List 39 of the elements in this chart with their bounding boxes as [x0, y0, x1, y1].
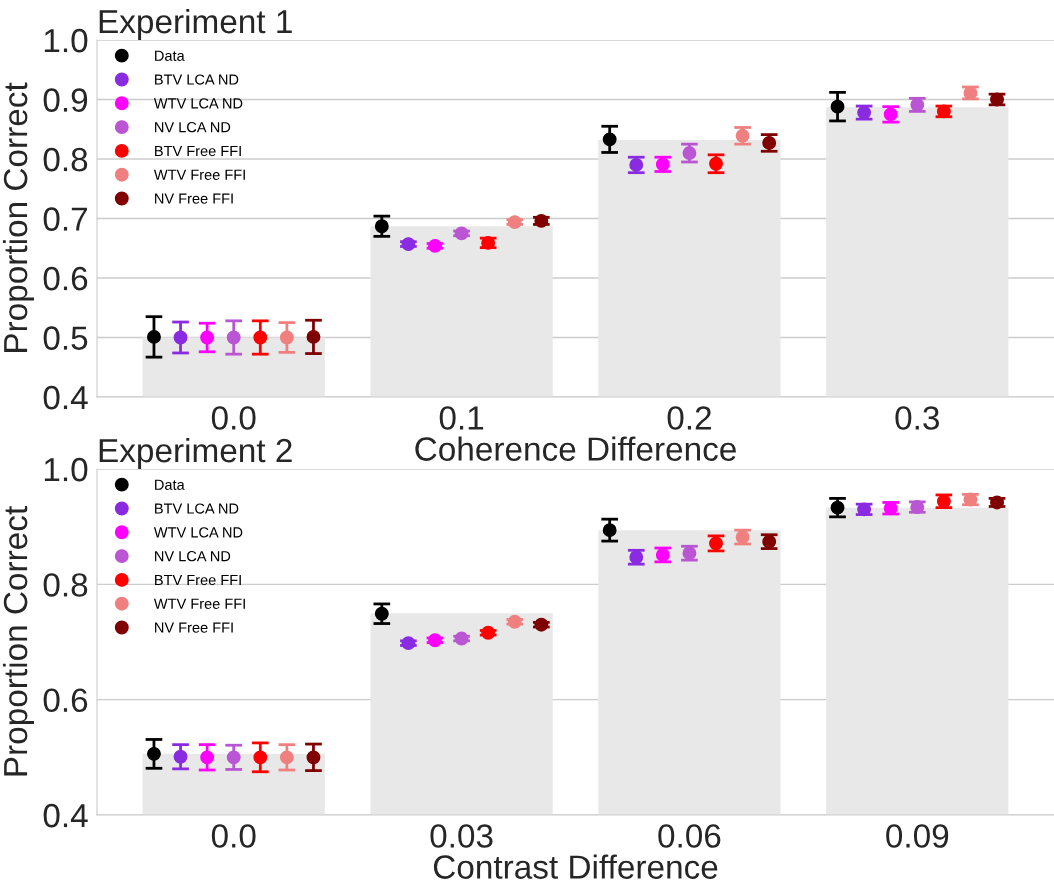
legend-label: BTV LCA ND	[155, 74, 239, 85]
y-tick-label: 0.9	[43, 88, 88, 112]
legend-label: WTV Free FFI	[153, 169, 245, 180]
y-axis-title: Proportion Correct	[2, 82, 34, 352]
legend-label: BTV Free FFI	[155, 145, 241, 157]
y-tick-label: 0.8	[43, 573, 88, 597]
legend-label: NV LCA ND	[155, 122, 231, 133]
x-tick-label: 0.1	[439, 406, 484, 430]
x-tick-label: 0.09	[886, 824, 949, 848]
legend-label: BTV LCA ND	[155, 503, 239, 514]
x-axis-title: Contrast Difference	[433, 854, 718, 879]
legend-label: Data	[155, 479, 185, 490]
legend-label: BTV Free FFI	[155, 574, 241, 586]
legend-label: Data	[155, 50, 185, 61]
y-axis-title: Proportion Correct	[2, 506, 34, 776]
x-tick-label: 0.03	[430, 824, 493, 848]
chart-title: Experiment 1	[99, 8, 292, 40]
x-tick-label: 0.0	[211, 824, 256, 848]
legend-label: WTV Free FFI	[153, 598, 245, 609]
y-tick-label: 0.4	[43, 803, 88, 828]
x-axis-title: Coherence Difference	[415, 436, 736, 461]
x-tick-label: 0.2	[667, 406, 711, 430]
y-tick-label: 0.8	[43, 147, 88, 172]
x-tick-label: 0.0	[211, 406, 256, 430]
legend-label: WTV LCA ND	[153, 527, 243, 538]
y-tick-label: 1.0	[44, 457, 88, 482]
y-tick-label: 0.5	[43, 326, 88, 350]
legend-label: NV Free FFI	[155, 193, 233, 204]
y-tick-label: 1.0	[44, 28, 88, 53]
y-tick-label: 0.6	[43, 688, 88, 713]
y-tick-label: 0.7	[43, 207, 87, 231]
chart-title: Experiment 2	[99, 437, 292, 469]
y-tick-label: 0.6	[43, 266, 88, 291]
x-tick-label: 0.3	[895, 406, 939, 430]
legend-label: WTV LCA ND	[153, 98, 243, 109]
legend-label: NV Free FFI	[155, 622, 233, 633]
x-tick-label: 0.06	[658, 824, 721, 848]
y-tick-label: 0.4	[43, 385, 88, 410]
legend-label: NV LCA ND	[155, 551, 231, 562]
